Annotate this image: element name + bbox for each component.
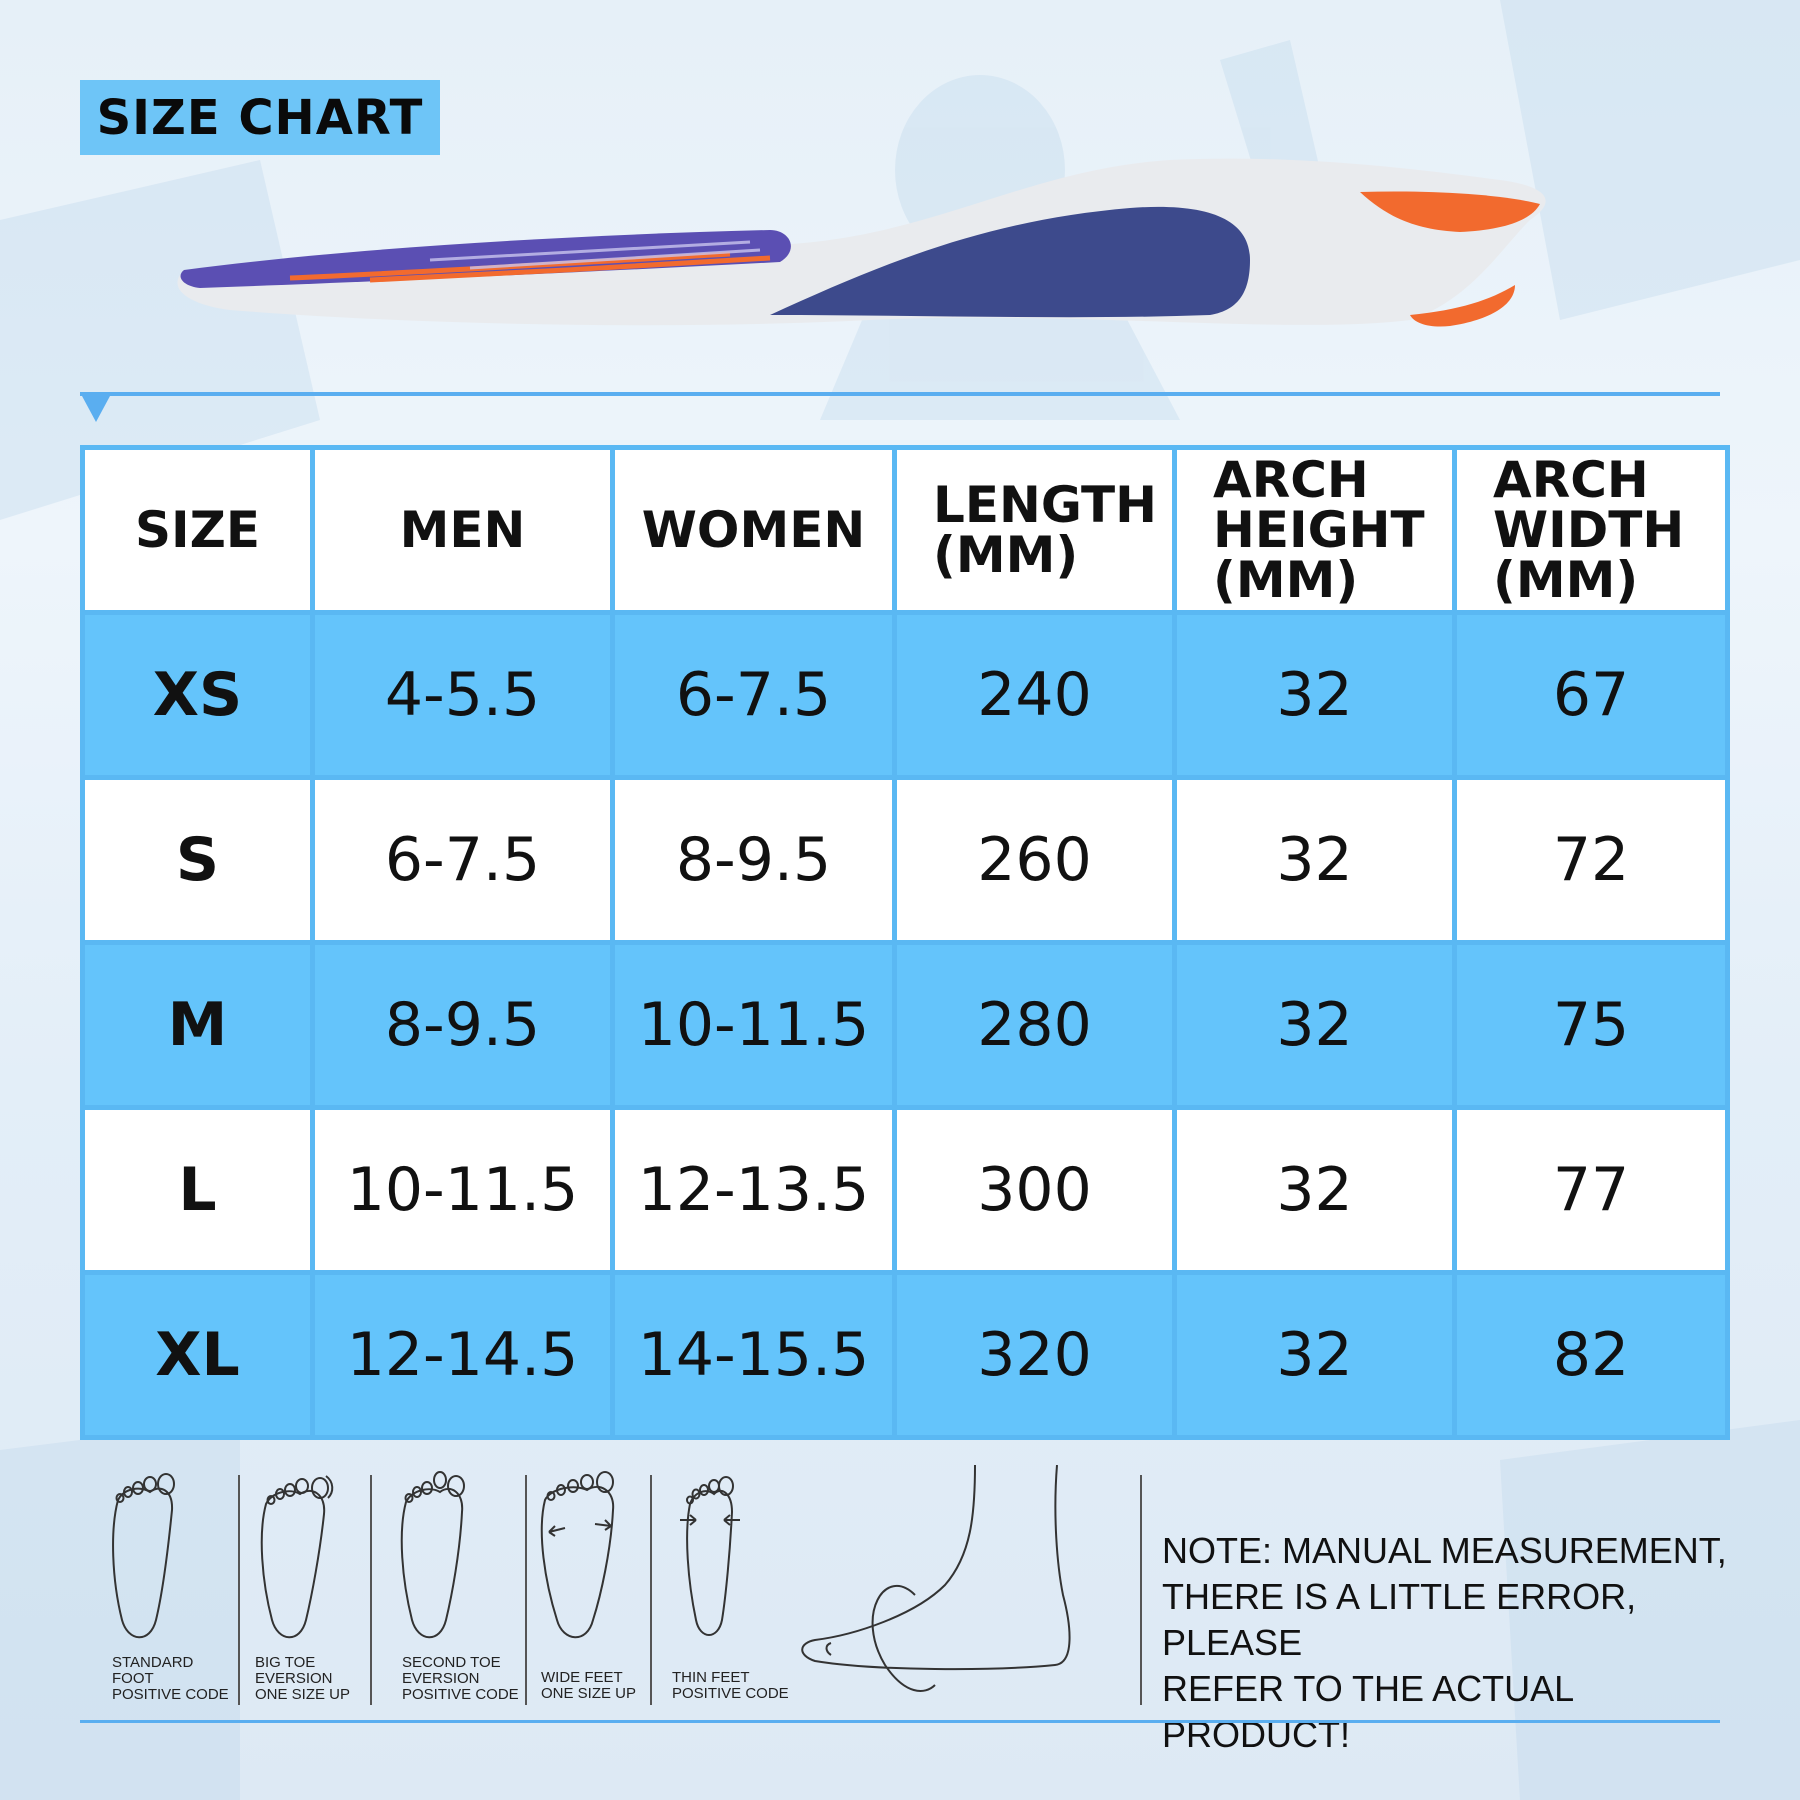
- wide-feet-icon: [540, 1471, 615, 1639]
- header-arch-width-line3: (MM): [1493, 551, 1639, 609]
- cell-arch-width: 77: [1452, 1105, 1730, 1275]
- page-title: SIZE CHART: [96, 89, 424, 146]
- cell-arch-height: 32: [1172, 1105, 1457, 1275]
- header-men: MEN: [310, 445, 615, 615]
- header-arch-width: ARCH WIDTH (MM): [1452, 445, 1730, 615]
- foot-side-measurement-icon: [801, 1465, 1071, 1692]
- top-divider-line: [80, 392, 1720, 396]
- bottom-divider-line: [80, 1720, 1720, 1723]
- standard-foot-icon: [112, 1473, 175, 1639]
- foot-label-standard: STANDARD FOOT POSITIVE CODE: [112, 1654, 229, 1703]
- table-row: M 8-9.5 10-11.5 280 32 75: [80, 940, 1730, 1110]
- cell-arch-height: 32: [1172, 610, 1457, 780]
- foot-separator: [650, 1475, 652, 1705]
- cell-size: XS: [80, 610, 315, 780]
- cell-women: 14-15.5: [610, 1270, 897, 1440]
- cell-length: 280: [892, 940, 1177, 1110]
- divider-triangle-marker: [82, 396, 110, 422]
- header-arch-height-line3: (MM): [1213, 551, 1359, 609]
- header-arch-width-line1: ARCH: [1493, 451, 1649, 509]
- big-toe-eversion-icon: [260, 1475, 334, 1639]
- cell-size: S: [80, 775, 315, 945]
- foot-types-panel: STANDARD FOOT POSITIVE CODE BIG TOE EVERSIO…: [80, 1465, 1140, 1710]
- cell-length: 260: [892, 775, 1177, 945]
- cell-women: 10-11.5: [610, 940, 897, 1110]
- cell-size: M: [80, 940, 315, 1110]
- second-toe-eversion-icon: [400, 1471, 465, 1639]
- insole-image: [177, 158, 1546, 327]
- table-row: XL 12-14.5 14-15.5 320 32 82: [80, 1270, 1730, 1440]
- cell-arch-width: 72: [1452, 775, 1730, 945]
- cell-arch-height: 32: [1172, 940, 1457, 1110]
- cell-men: 12-14.5: [310, 1270, 615, 1440]
- header-arch-height-line2: HEIGHT: [1213, 501, 1425, 559]
- header-arch-height-line1: ARCH: [1213, 451, 1369, 509]
- cell-arch-width: 75: [1452, 940, 1730, 1110]
- cell-women: 12-13.5: [610, 1105, 897, 1275]
- header-size: SIZE: [80, 445, 315, 615]
- table-row: XS 4-5.5 6-7.5 240 32 67: [80, 610, 1730, 780]
- cell-women: 8-9.5: [610, 775, 897, 945]
- size-chart-title-box: SIZE CHART: [80, 80, 440, 155]
- cell-arch-height: 32: [1172, 1270, 1457, 1440]
- cell-men: 4-5.5: [310, 610, 615, 780]
- foot-separator: [370, 1475, 372, 1705]
- thin-feet-icon: [680, 1476, 740, 1636]
- size-chart-table: SIZE MEN WOMEN LENGTH (MM) ARCH HEIGHT (…: [80, 445, 1730, 1440]
- cell-men: 6-7.5: [310, 775, 615, 945]
- cell-length: 300: [892, 1105, 1177, 1275]
- foot-separator: [238, 1475, 240, 1705]
- foot-label-second-toe: SECOND TOE EVERSION POSITIVE CODE: [402, 1654, 519, 1703]
- table-header-row: SIZE MEN WOMEN LENGTH (MM) ARCH HEIGHT (…: [80, 445, 1730, 615]
- note-line-1: NOTE: MANUAL MEASUREMENT,: [1162, 1530, 1727, 1571]
- cell-arch-width: 67: [1452, 610, 1730, 780]
- cell-men: 10-11.5: [310, 1105, 615, 1275]
- header-arch-height: ARCH HEIGHT (MM): [1172, 445, 1457, 615]
- foot-label-wide: WIDE FEET ONE SIZE UP: [541, 1669, 637, 1702]
- foot-label-thin: THIN FEET POSITIVE CODE: [672, 1669, 789, 1702]
- cell-length: 320: [892, 1270, 1177, 1440]
- foot-separator: [525, 1475, 527, 1705]
- header-arch-width-line2: WIDTH: [1493, 501, 1685, 559]
- measurement-note: NOTE: MANUAL MEASUREMENT, THERE IS A LIT…: [1162, 1528, 1762, 1758]
- header-length-line2: (MM): [933, 526, 1079, 584]
- cell-women: 6-7.5: [610, 610, 897, 780]
- cell-men: 8-9.5: [310, 940, 615, 1110]
- note-separator: [1140, 1475, 1142, 1705]
- table-row: S 6-7.5 8-9.5 260 32 72: [80, 775, 1730, 945]
- cell-arch-height: 32: [1172, 775, 1457, 945]
- cell-arch-width: 82: [1452, 1270, 1730, 1440]
- cell-length: 240: [892, 610, 1177, 780]
- header-women: WOMEN: [610, 445, 897, 615]
- note-line-2: THERE IS A LITTLE ERROR, PLEASE: [1162, 1576, 1637, 1663]
- cell-size: L: [80, 1105, 315, 1275]
- cell-size: XL: [80, 1270, 315, 1440]
- foot-label-big-toe: BIG TOE EVERSION ONE SIZE UP: [255, 1654, 351, 1703]
- table-row: L 10-11.5 12-13.5 300 32 77: [80, 1105, 1730, 1275]
- header-length-line1: LENGTH: [933, 476, 1157, 534]
- header-length: LENGTH (MM): [892, 445, 1177, 615]
- note-line-3: REFER TO THE ACTUAL PRODUCT!: [1162, 1668, 1573, 1755]
